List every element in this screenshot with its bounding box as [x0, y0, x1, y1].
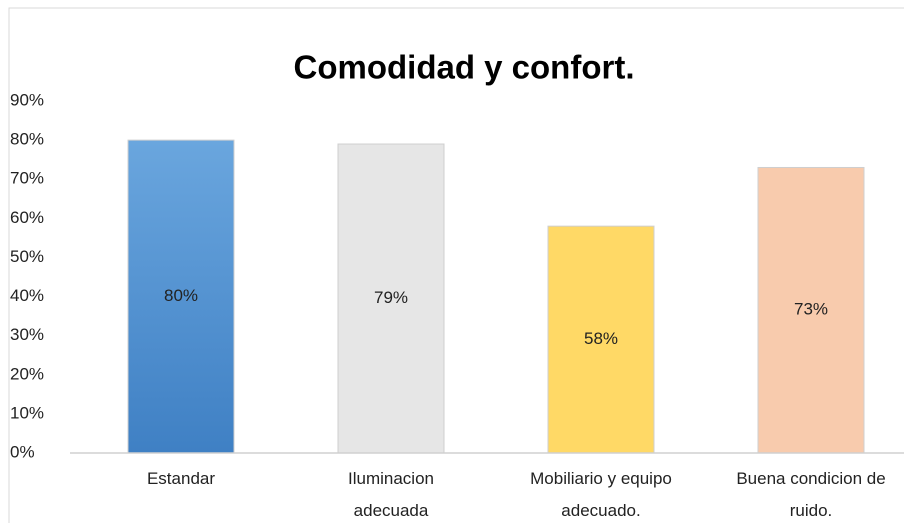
data-label: 79%	[374, 288, 408, 307]
bar	[127, 139, 235, 454]
x-tick-label: Mobiliario y equipo adecuado.	[530, 469, 672, 520]
bar	[337, 143, 445, 454]
chart-title: Comodidad y confort.	[294, 49, 635, 86]
data-label: 73%	[794, 300, 828, 319]
y-tick-label: 60%	[10, 208, 44, 227]
y-tick-label: 30%	[10, 325, 44, 344]
bar	[547, 225, 655, 454]
data-label: 58%	[584, 329, 618, 348]
y-tick-label: 80%	[10, 130, 44, 149]
y-tick-label: 50%	[10, 247, 44, 266]
data-label: 80%	[164, 286, 198, 305]
y-tick-label: 40%	[10, 286, 44, 305]
x-tick-label: Buena condicion de ruido.	[736, 469, 885, 520]
x-tick-label: Estandar	[147, 469, 215, 488]
y-tick-label: 20%	[10, 364, 44, 383]
y-tick-label: 0%	[10, 442, 35, 461]
y-tick-label: 90%	[10, 90, 44, 109]
y-tick-label: 10%	[10, 403, 44, 422]
x-tick-label: Iluminacion adecuada	[348, 469, 434, 520]
y-tick-label: 70%	[10, 169, 44, 188]
bar	[757, 166, 865, 454]
